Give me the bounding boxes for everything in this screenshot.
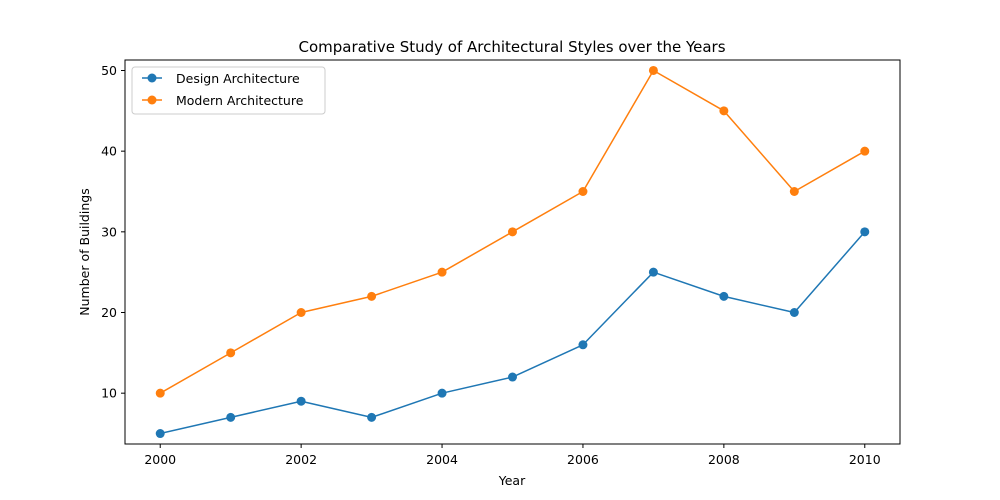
data-point-design-architecture — [508, 372, 517, 382]
x-tick-label: 2002 — [285, 452, 317, 467]
data-point-modern-architecture — [719, 106, 729, 116]
data-point-modern-architecture — [860, 146, 870, 156]
data-point-design-architecture — [437, 388, 447, 398]
legend-label-modern-architecture: Modern Architecture — [176, 93, 304, 108]
plot-series — [155, 65, 870, 439]
x-tick-label: 2006 — [567, 452, 599, 467]
data-point-design-architecture — [155, 429, 165, 439]
data-point-modern-architecture — [155, 388, 165, 398]
legend-box — [131, 66, 326, 115]
y-tick-label: 10 — [101, 386, 117, 401]
y-axis-ticks: 10 20 30 40 50 — [101, 63, 125, 401]
data-point-modern-architecture — [508, 227, 517, 237]
series-design-architecture — [155, 227, 870, 439]
data-point-modern-architecture — [296, 308, 306, 318]
data-point-modern-architecture — [437, 267, 447, 277]
data-point-design-architecture — [860, 227, 870, 237]
x-tick-label: 2004 — [426, 452, 458, 467]
legend-marker-design-architecture — [147, 73, 157, 83]
data-point-design-architecture — [789, 308, 799, 318]
data-point-design-architecture — [226, 412, 236, 422]
y-tick-label: 50 — [101, 63, 117, 78]
y-axis-label: Number of Buildings — [77, 188, 92, 315]
y-tick-label: 30 — [101, 224, 117, 239]
legend-label-design-architecture: Design Architecture — [176, 71, 300, 86]
y-tick-label: 40 — [101, 144, 117, 159]
x-tick-label: 2000 — [144, 452, 176, 467]
x-axis-label: Year — [498, 473, 526, 488]
legend-marker-modern-architecture — [147, 95, 157, 105]
data-point-modern-architecture — [226, 348, 236, 358]
x-tick-label: 2008 — [708, 452, 740, 467]
data-point-design-architecture — [367, 412, 377, 422]
series-modern-architecture — [155, 65, 870, 398]
data-point-modern-architecture — [367, 291, 377, 301]
chart-title: Comparative Study of Architectural Style… — [298, 38, 725, 56]
x-tick-label: 2010 — [849, 452, 881, 467]
plot-area-frame — [124, 59, 901, 445]
x-axis-ticks: 2000 2002 2004 2006 2008 2010 — [144, 444, 881, 467]
data-point-design-architecture — [648, 267, 658, 277]
data-point-design-architecture — [578, 340, 588, 350]
data-point-design-architecture — [296, 396, 306, 406]
legend: Design Architecture Modern Architecture — [131, 66, 326, 115]
y-tick-label: 20 — [101, 305, 117, 320]
data-point-modern-architecture — [789, 186, 799, 196]
data-point-design-architecture — [719, 291, 729, 301]
data-point-modern-architecture — [648, 65, 658, 75]
data-point-modern-architecture — [578, 186, 588, 196]
